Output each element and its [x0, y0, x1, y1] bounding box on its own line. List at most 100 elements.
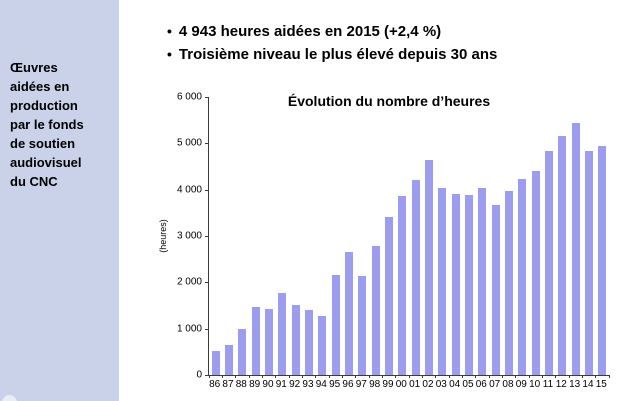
sidebar-title: Œuvres aidées en production par le fonds…	[10, 58, 84, 191]
bar-12	[558, 136, 567, 375]
x-tick-mark	[475, 375, 477, 378]
bullet-item: • 4 943 heures aidées en 2015 (+2,4 %)	[167, 20, 497, 43]
x-tick-label: 93	[302, 379, 314, 390]
bullet-text: 4 943 heures aidées en 2015 (+2,4 %)	[178, 23, 442, 40]
bar-99	[385, 216, 393, 375]
x-tick-mark	[528, 375, 530, 378]
y-tick-mark	[205, 143, 209, 145]
x-tick-label: 02	[422, 379, 434, 390]
bar-10	[531, 170, 540, 375]
x-tick-mark	[448, 375, 450, 378]
bar-05	[465, 195, 473, 375]
x-tick-mark	[581, 375, 583, 378]
bar-94	[318, 316, 327, 375]
bullet-item: • Troisième niveau le plus élevé depuis …	[167, 43, 497, 66]
x-tick-mark	[568, 375, 570, 378]
x-tick-label: 10	[529, 379, 541, 390]
x-tick-label: 90	[262, 379, 274, 390]
bar-06	[478, 188, 487, 375]
sidebar-title-line: Œuvres	[10, 60, 58, 75]
x-tick-mark	[261, 375, 263, 378]
corner-circle-decoration	[2, 395, 17, 401]
bar-98	[371, 246, 380, 375]
x-tick-mark	[408, 375, 410, 378]
bar-08	[505, 191, 513, 375]
chart-title: Évolution du nombre d’heures	[287, 93, 491, 109]
x-tick-mark	[421, 375, 423, 378]
x-tick-mark	[328, 375, 330, 378]
bar-91	[278, 293, 287, 375]
x-tick-label: 13	[569, 379, 581, 390]
bar-90	[265, 309, 273, 375]
x-tick-label: 04	[449, 379, 461, 390]
x-tick-mark	[555, 375, 557, 378]
x-tick-mark	[515, 375, 517, 378]
bar-11	[545, 151, 553, 375]
sidebar-title-line: audiovisuel	[10, 155, 82, 170]
y-tick-label: 5 000	[176, 137, 202, 149]
x-axis-labels: 86 87 88 89 90 91 92 93 94 95 96 97 98 99 00 01 02 03 04 05…	[208, 379, 608, 391]
bullet-text: Troisième niveau le plus élevé depuis 30…	[178, 46, 498, 63]
bar-93	[305, 310, 313, 375]
sidebar: Œuvres aidées en production par le fonds…	[0, 0, 119, 401]
x-tick-mark	[381, 375, 383, 378]
bar-03	[438, 188, 447, 375]
y-tick-label: 2 000	[176, 276, 202, 288]
x-tick-mark	[395, 375, 397, 378]
x-tick-mark	[275, 375, 277, 378]
y-tick-label: 0	[196, 369, 202, 381]
y-tick-mark	[205, 189, 209, 191]
x-tick-label: 92	[289, 379, 301, 390]
y-tick-mark	[205, 375, 209, 376]
sidebar-title-line: aidées en	[10, 79, 70, 94]
y-tick-mark	[205, 236, 209, 237]
x-tick-label: 07	[489, 379, 501, 390]
bar-96	[345, 252, 353, 375]
x-tick-label: 98	[369, 379, 381, 390]
x-tick-mark	[541, 375, 543, 378]
bar-92	[291, 304, 300, 375]
x-tick-label: 08	[502, 379, 514, 390]
x-tick-mark	[301, 375, 303, 378]
x-tick-label: 99	[382, 379, 394, 390]
y-tick-mark	[205, 282, 209, 284]
x-tick-label: 14	[582, 379, 594, 390]
bar-00	[398, 196, 407, 375]
y-tick-mark	[205, 97, 209, 98]
bar-95	[331, 275, 340, 375]
bar-15	[598, 145, 607, 375]
x-tick-label: 01	[409, 379, 421, 390]
bar-89	[251, 306, 260, 375]
x-tick-mark	[341, 375, 343, 378]
bar-13	[571, 123, 580, 375]
sidebar-title-line: du CNC	[10, 174, 58, 189]
bar-01	[411, 179, 420, 375]
x-tick-mark	[288, 375, 290, 378]
x-tick-mark	[595, 375, 597, 378]
y-tick-label: 3 000	[176, 230, 202, 242]
bar-09	[518, 179, 527, 375]
x-tick-mark	[248, 375, 250, 378]
x-tick-label: 09	[515, 379, 527, 390]
x-tick-mark	[488, 375, 490, 378]
y-tick-label: 6 000	[176, 91, 202, 103]
bar-chart: Évolution du nombre d’heures (heures) 6 …	[158, 92, 610, 381]
x-tick-label: 87	[222, 379, 234, 390]
x-tick-label: 15	[595, 379, 607, 390]
sidebar-title-line: par le fonds	[10, 117, 84, 132]
bullet-icon: •	[167, 23, 172, 39]
x-tick-label: 00	[395, 379, 407, 390]
x-tick-mark	[221, 375, 223, 378]
bar-88	[238, 328, 247, 375]
y-axis-label: (heures)	[158, 219, 168, 253]
bullet-icon: •	[167, 46, 172, 62]
x-tick-mark	[315, 375, 317, 378]
x-tick-mark	[208, 375, 210, 378]
x-tick-label: 94	[315, 379, 327, 390]
x-tick-label: 86	[209, 379, 221, 390]
x-tick-mark	[235, 375, 237, 378]
bar-97	[358, 275, 367, 375]
x-tick-label: 88	[235, 379, 247, 390]
y-tick-label: 4 000	[176, 184, 202, 196]
